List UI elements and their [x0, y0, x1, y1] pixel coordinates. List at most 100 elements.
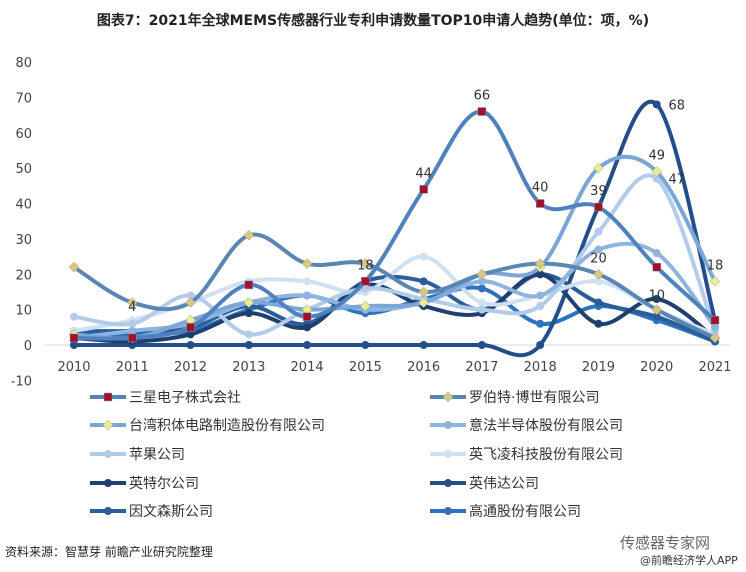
data-point — [536, 270, 545, 279]
data-point — [477, 298, 486, 307]
series-三星电子株式会社 — [69, 107, 720, 343]
data-point — [361, 277, 370, 286]
data-point — [593, 268, 604, 280]
y-tick-label: 40 — [15, 198, 32, 213]
y-tick-label: 80 — [15, 56, 32, 71]
legend-label: 三星电子株式会社 — [129, 390, 241, 406]
legend-marker — [104, 450, 112, 458]
data-label: 20 — [590, 251, 607, 266]
data-point — [594, 227, 603, 236]
data-point — [186, 330, 195, 339]
data-point — [303, 291, 312, 300]
data-point — [534, 258, 546, 269]
data-point — [243, 229, 255, 241]
data-point — [128, 319, 137, 328]
data-point — [419, 277, 428, 286]
data-point — [68, 261, 80, 273]
x-tick-label: 2011 — [116, 360, 149, 375]
legend-label: 意法半导体股份有限公司 — [469, 417, 623, 434]
x-tick-label: 2020 — [640, 360, 673, 375]
y-tick-label: 20 — [15, 268, 32, 283]
legend-label: 英特尔公司 — [129, 475, 199, 492]
data-point — [361, 284, 370, 293]
data-point — [186, 291, 195, 300]
data-point — [652, 312, 661, 321]
data-point — [185, 297, 196, 308]
legend-label: 台湾积体电路制造股份有限公司 — [129, 417, 325, 434]
data-point — [419, 185, 428, 194]
legend-item: 意法半导体股份有限公司 — [430, 417, 623, 434]
data-point — [419, 252, 428, 261]
data-point — [536, 302, 545, 311]
legend-item: 苹果公司 — [90, 447, 185, 463]
data-point — [535, 199, 545, 208]
legend-item: 台湾积体电路制造股份有限公司 — [90, 417, 325, 434]
legend-item: 罗伯特·博世有限公司 — [430, 389, 599, 406]
data-point — [593, 162, 604, 174]
legend-item: 英飞凌科技股份有限公司 — [430, 446, 623, 463]
series-罗伯特·博世有限公司 — [68, 229, 721, 344]
x-tick-label: 2010 — [57, 360, 90, 375]
data-point — [186, 341, 195, 349]
legend-marker — [444, 507, 452, 515]
data-point — [536, 319, 545, 328]
data-point — [244, 341, 253, 349]
source-note: 资料来源：智慧芽 前瞻产业研究院整理 — [5, 544, 213, 559]
data-point — [710, 315, 720, 325]
legend-item: 英伟达公司 — [430, 475, 539, 492]
data-point — [128, 333, 137, 343]
data-point — [477, 341, 486, 349]
data-point — [243, 297, 255, 308]
data-point — [69, 333, 79, 343]
data-point — [301, 258, 313, 269]
y-tick-label: 30 — [15, 233, 32, 248]
legend-marker — [444, 479, 452, 487]
data-point — [594, 319, 603, 328]
x-tick-label: 2015 — [349, 360, 382, 375]
y-tick-label: 50 — [15, 162, 32, 177]
legend-label: 罗伯特·博世有限公司 — [469, 389, 599, 406]
data-label: 10 — [648, 289, 665, 304]
legend-item: 因文森斯公司 — [90, 504, 213, 520]
x-tick-label: 2012 — [174, 360, 207, 375]
data-point — [536, 341, 545, 349]
data-point — [652, 249, 661, 258]
data-point — [360, 300, 371, 312]
legend-label: 因文森斯公司 — [129, 504, 213, 520]
data-point — [70, 312, 78, 321]
legend-marker — [102, 419, 114, 431]
data-point — [303, 323, 312, 332]
y-tick-label: -10 — [11, 374, 32, 389]
data-point — [303, 341, 312, 349]
y-tick-label: 0 — [24, 339, 32, 354]
data-point — [594, 202, 603, 212]
data-label: 47 — [668, 173, 685, 188]
data-point — [594, 277, 603, 286]
data-label: 40 — [532, 181, 549, 196]
data-point — [477, 277, 486, 286]
legend-marker — [444, 450, 452, 458]
series-line — [72, 232, 717, 340]
data-point — [186, 323, 195, 332]
data-point — [128, 326, 137, 335]
y-tick-label: 60 — [15, 127, 32, 142]
legend-label: 英飞凌科技股份有限公司 — [469, 446, 623, 463]
legend-marker — [103, 392, 113, 402]
data-point — [244, 280, 254, 290]
legend-item: 英特尔公司 — [90, 475, 199, 492]
x-tick-label: 2019 — [582, 360, 615, 375]
data-point — [70, 341, 78, 349]
data-label: 18 — [357, 258, 374, 273]
data-label: 49 — [648, 149, 665, 164]
watermark-main: 传感器专家网 — [620, 534, 710, 552]
data-label: 4 — [128, 300, 136, 315]
series-苹果公司 — [70, 173, 719, 339]
data-point — [594, 298, 603, 307]
x-tick-label: 2018 — [524, 360, 557, 375]
data-point — [476, 268, 488, 280]
data-point — [302, 312, 312, 321]
data-point — [651, 166, 663, 178]
data-point — [477, 107, 487, 116]
series-line — [72, 254, 717, 337]
